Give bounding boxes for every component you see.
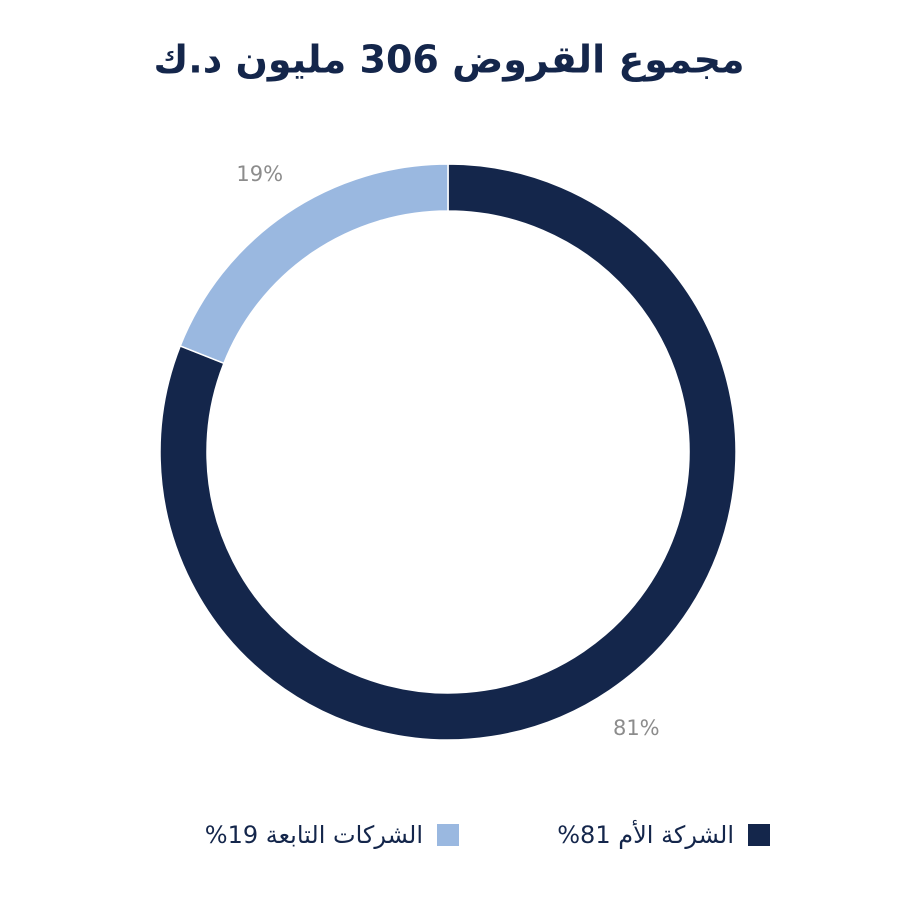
donut-segment [179, 163, 449, 365]
legend-swatch [748, 824, 770, 846]
legend-swatch [437, 824, 459, 846]
legend-label: الشركة الأم 81% [557, 820, 734, 849]
data-label: 19% [236, 162, 283, 186]
donut-segment [159, 163, 737, 741]
data-label: 81% [613, 716, 660, 740]
legend-label: الشركات التابعة 19% [205, 821, 423, 849]
chart-title: مجموع القروض 306 مليون د.ك [153, 38, 744, 83]
